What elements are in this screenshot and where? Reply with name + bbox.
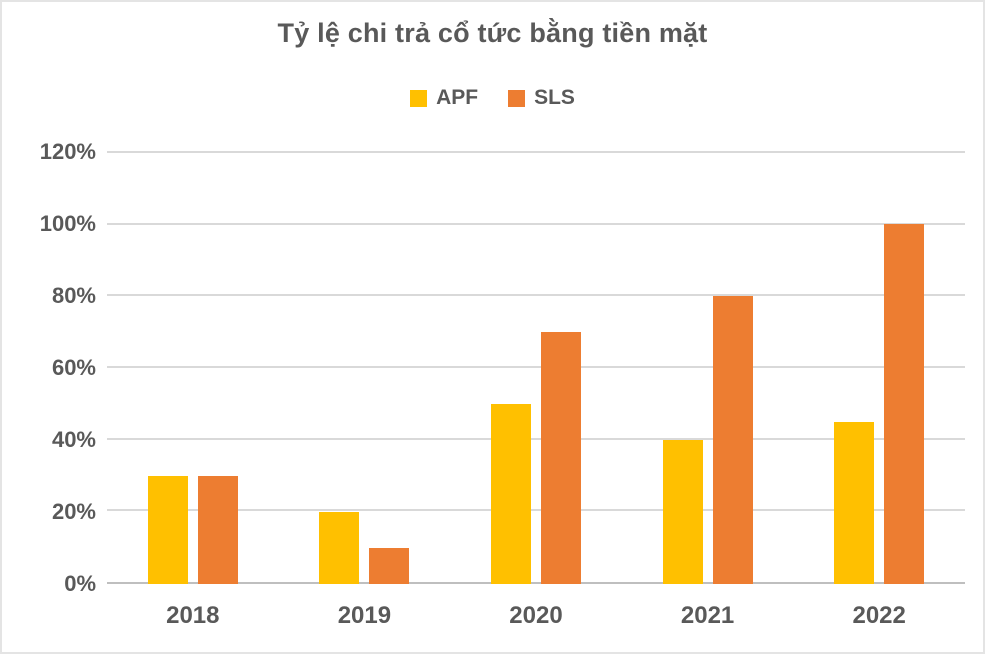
gridline-100 bbox=[107, 222, 965, 225]
gridline-20 bbox=[107, 509, 965, 512]
bar-sls-2020 bbox=[540, 332, 581, 584]
gridline-40 bbox=[107, 437, 965, 440]
legend-item-sls: SLS bbox=[508, 86, 575, 110]
bar-group-2020 bbox=[450, 152, 622, 584]
legend-swatch-apf bbox=[410, 89, 428, 107]
bar-groups bbox=[107, 152, 965, 584]
bar-sls-2022 bbox=[884, 224, 925, 584]
gridline-80 bbox=[107, 294, 965, 297]
x-axis-labels: 2018 2019 2020 2021 2022 bbox=[107, 602, 965, 630]
plot-area bbox=[107, 151, 965, 584]
x-tick-label-2022: 2022 bbox=[852, 602, 906, 629]
y-tick-label-60: 60% bbox=[51, 355, 96, 380]
bar-group-2021 bbox=[622, 152, 794, 584]
bar-sls-2021 bbox=[712, 296, 753, 584]
bar-sls-2018 bbox=[197, 476, 238, 584]
legend-item-apf: APF bbox=[410, 86, 478, 110]
x-tick-label-2020: 2020 bbox=[509, 602, 563, 629]
bar-apf-2018 bbox=[147, 476, 188, 584]
legend-label-apf: APF bbox=[436, 86, 479, 109]
y-tick-label-20: 20% bbox=[51, 499, 96, 525]
x-tick-label-2018: 2018 bbox=[166, 602, 220, 629]
legend: APF SLS bbox=[2, 86, 983, 110]
chart-title: Tỷ lệ chi trả cổ tức bằng tiền mặt bbox=[277, 18, 708, 48]
x-tick-label-2021: 2021 bbox=[680, 602, 735, 629]
bar-apf-2020 bbox=[490, 404, 531, 584]
bar-apf-2022 bbox=[834, 422, 875, 584]
bar-group-2019 bbox=[279, 152, 451, 584]
y-tick-label-120: 120% bbox=[39, 139, 96, 164]
bar-apf-2021 bbox=[662, 440, 703, 584]
legend-label-sls: SLS bbox=[534, 86, 575, 109]
y-tick-label-40: 40% bbox=[51, 427, 96, 453]
y-axis-labels: 0% 20% 40% 60% 80% 100% 120% bbox=[2, 141, 96, 595]
bar-sls-2019 bbox=[369, 548, 410, 584]
x-tick-label-2019: 2019 bbox=[337, 602, 392, 629]
y-tick-label-0: 0% bbox=[64, 571, 96, 596]
y-tick-label-100: 100% bbox=[39, 211, 96, 236]
gridline-60 bbox=[107, 366, 965, 368]
y-tick-label-80: 80% bbox=[51, 283, 96, 309]
bar-group-2018 bbox=[107, 152, 279, 584]
bar-group-2022 bbox=[793, 152, 965, 584]
gridline-120 bbox=[107, 151, 965, 153]
bar-apf-2019 bbox=[319, 512, 360, 584]
legend-swatch-sls bbox=[508, 89, 526, 107]
